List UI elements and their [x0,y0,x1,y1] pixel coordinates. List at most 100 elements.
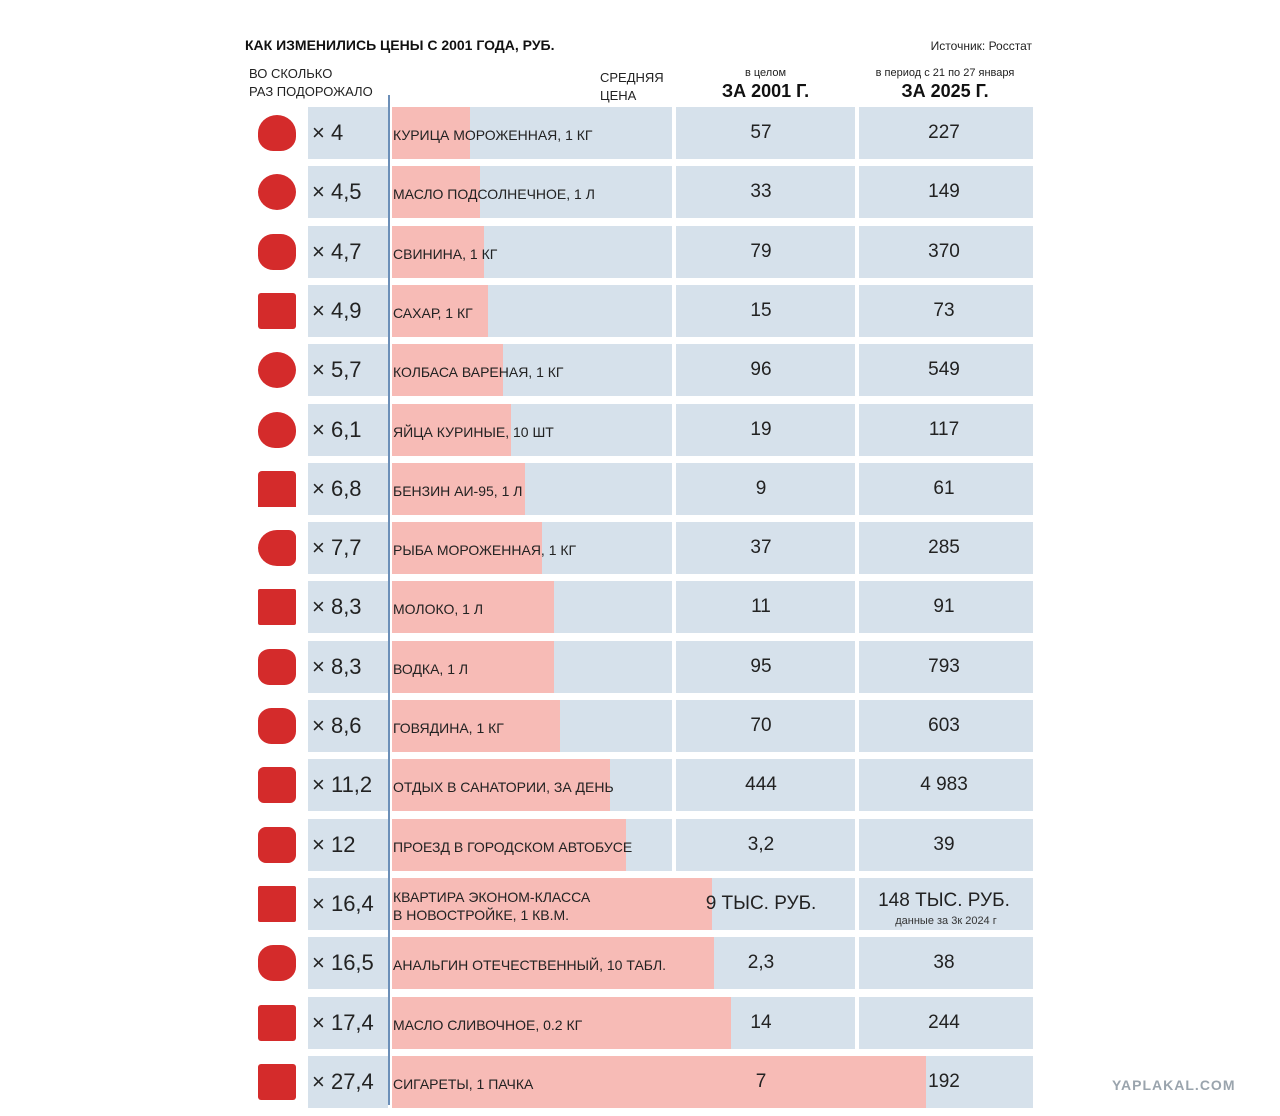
price-2001: 37 [750,537,772,559]
category-label: ГОВЯДИНА, 1 КГ [393,720,504,736]
bar [392,462,525,515]
bar [392,166,480,219]
price-cell [859,700,1033,752]
value-label: × 11,2 [312,772,373,798]
multiplier-cell [308,225,388,278]
price-cell [859,522,1033,575]
category-label: АНАЛЬГИН ОТЕЧЕСТВЕННЫЙ, 10 ТАБЛ. [393,957,667,974]
price-cell [676,462,855,515]
source: Источник: Росстат [930,39,1032,53]
value-label: × 4 [312,120,344,145]
price-cell [859,344,1033,397]
price-cell [676,640,855,693]
price-2025: 61 [933,477,955,499]
multiplier-cell [308,107,388,159]
price-cell [859,759,1033,812]
category-label: КВАРТИРА ЭКОНОМ-КЛАССА В НОВОСТРОЙКЕ, 1 … [393,888,591,923]
price-2025: 149 [928,181,960,203]
price-2025: 244 [928,1011,960,1033]
column-title: ЗА 2001 Г. [721,81,810,101]
value-label: × 16,4 [312,890,374,916]
price-cell [676,759,855,812]
value-label: × 8,3 [312,594,362,620]
multiplier-cell [308,344,388,397]
value-label: × 4,9 [312,297,362,323]
divider [388,95,390,1105]
category-label: МАСЛО СЛИВОЧНОЕ, 0.2 КГ [393,1016,583,1033]
category-label: МАСЛО ПОДСОЛНЕЧНОЕ, 1 Л [393,186,595,203]
price-note: данные за 3к 2024 г [895,914,997,927]
price-cell [859,225,1033,278]
category-label: ПРОЕЗД В ГОРОДСКОМ АВТОБУСЕ [393,838,633,855]
category-label: СИГАРЕТЫ, 1 ПАЧКА [393,1075,534,1092]
price-2001: 19 [750,418,772,440]
value-label: × 16,5 [312,950,374,976]
column-caption: в целом [744,67,787,79]
value-label: × 6,8 [312,475,362,501]
price-cell [676,403,855,456]
category-label: ВОДКА, 1 Л [393,660,469,677]
icon [258,708,296,744]
icon [258,885,296,922]
price-cell [676,344,855,397]
category-label: КОЛБАСА ВАРЕНАЯ, 1 КГ [393,364,564,381]
multiplier-cell [308,1055,388,1108]
bar [392,284,488,337]
icon [258,945,296,982]
category-label: СВИНИНА, 1 КГ [393,245,498,262]
chart-title: КАК ИЗМЕНИЛИСЬ ЦЕНЫ С 2001 ГОДА, РУБ. [245,37,555,53]
price-2001: 33 [750,181,772,203]
price-2025: 285 [928,537,960,559]
price-2001: 57 [750,122,772,143]
multiplier-cell [308,640,388,693]
price-2001: 70 [750,715,772,736]
category-label: ЯЙЦА КУРИНЫЕ, 10 ШТ [393,423,554,440]
price-2001: 95 [750,655,772,677]
price-cell [859,818,1033,871]
column-title: ЗА 2025 Г. [901,81,989,101]
bar [392,344,504,397]
value-label: × 7,7 [312,535,362,561]
price-2025: 603 [928,715,960,736]
icon [258,470,296,507]
price-2025: 73 [933,299,955,321]
price-2025: 38 [933,952,955,974]
price-2001: 3,2 [747,833,775,855]
price-cell [676,818,855,871]
value-label: × 27,4 [312,1068,374,1094]
price-2025: 4 983 [920,774,968,796]
value-label: × 4,7 [312,238,362,264]
price-cell [859,284,1033,337]
bar [392,640,554,693]
icon [258,411,296,448]
bar [392,759,611,812]
multiplier-header: ВО СКОЛЬКО РАЗ ПОДОРОЖАЛО [249,66,373,99]
icon [258,648,296,685]
multiplier-cell [308,166,388,219]
price-2001: 2,3 [747,952,775,974]
price-cell [859,166,1033,219]
multiplier-cell [308,937,388,990]
price-2001: 11 [751,596,771,618]
price-2001: 14 [750,1011,772,1033]
price-2025: 793 [928,655,960,677]
price-cell [676,581,855,634]
multiplier-cell [308,877,388,930]
icon [258,352,296,389]
price-2025: 117 [928,418,960,440]
price-cell [859,996,1033,1049]
price-2001: 9 [755,477,767,499]
category-label: САХАР, 1 КГ [393,304,473,321]
bar [392,107,470,159]
bar [392,225,484,278]
value-label: × 5,7 [312,357,362,383]
price-cell [859,462,1033,515]
multiplier-cell [308,522,388,575]
price-cell [859,937,1033,990]
value-label: × 8,6 [312,713,362,738]
price-cell [676,107,855,159]
price-2001: 79 [750,240,772,262]
bar [392,581,554,634]
bar [392,818,626,871]
multiplier-cell [308,581,388,634]
